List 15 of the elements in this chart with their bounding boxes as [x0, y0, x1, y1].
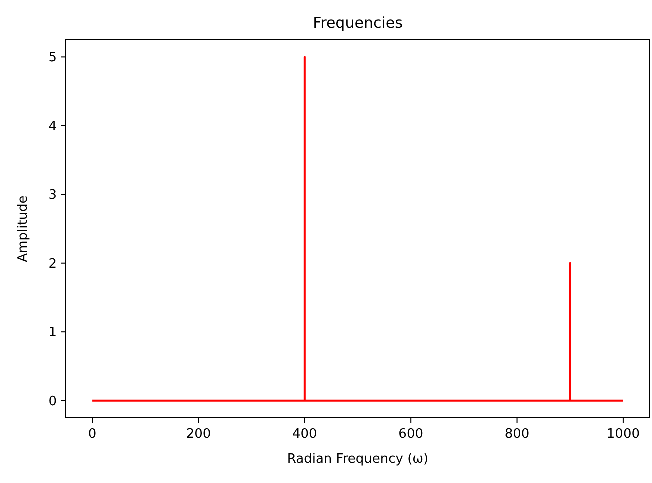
- x-tick-label: 800: [504, 427, 530, 442]
- x-tick-label: 200: [186, 427, 212, 442]
- y-tick-label: 0: [48, 394, 57, 410]
- y-tick-label: 4: [48, 119, 57, 134]
- chart-title: Frequencies: [313, 14, 404, 32]
- x-tick-label: 400: [292, 427, 318, 442]
- y-tick-label: 2: [48, 256, 57, 272]
- x-tick-label: 600: [398, 427, 424, 442]
- x-tick-label: 0: [88, 427, 97, 442]
- y-tick-label: 5: [48, 50, 57, 66]
- y-axis-title: Amplitude: [16, 196, 31, 262]
- y-tick-label: 1: [48, 326, 57, 341]
- x-tick-label: 1000: [606, 427, 640, 442]
- y-tick-label: 3: [48, 188, 57, 204]
- x-axis-title: Radian Frequency (ω): [287, 452, 429, 467]
